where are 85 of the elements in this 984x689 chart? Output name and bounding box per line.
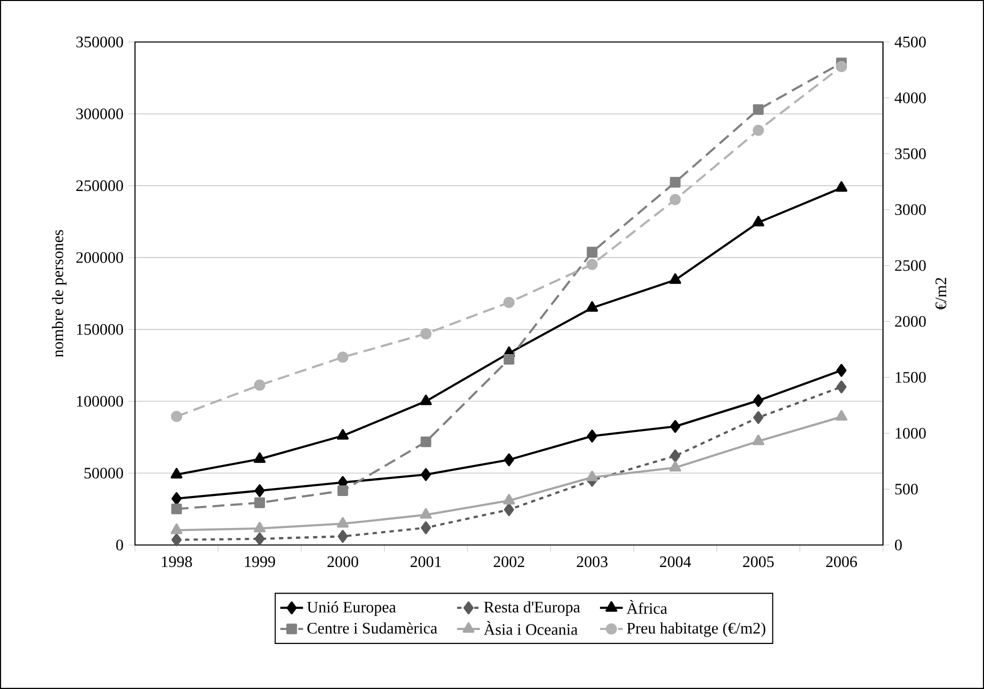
y2-tick-label: 1000 — [896, 428, 926, 439]
point — [836, 60, 848, 72]
point — [420, 468, 431, 481]
y-axis-title: nombre de persones — [52, 230, 66, 358]
point — [752, 216, 764, 226]
x-tick-label: 2003 — [576, 556, 608, 568]
y-tick-label: 200000 — [76, 252, 124, 263]
point — [670, 420, 680, 433]
x-tick-label: 1998 — [162, 556, 192, 568]
y-tick-label: 0 — [116, 540, 124, 550]
point — [170, 468, 182, 478]
point — [171, 492, 182, 505]
point — [420, 521, 431, 534]
point — [336, 429, 349, 440]
point — [586, 301, 598, 312]
legend-label: Àfrica — [626, 600, 668, 614]
y2-tick-label: 4000 — [894, 92, 926, 104]
point — [752, 124, 764, 136]
point — [836, 380, 847, 394]
y-tick-label: 350000 — [76, 36, 124, 48]
point — [586, 246, 598, 258]
legend-label: Centre i Sudamèrica — [307, 622, 438, 634]
point — [337, 352, 348, 363]
point — [504, 453, 514, 466]
x-tick-label: 2005 — [743, 556, 774, 568]
y2-tick-label: 500 — [895, 484, 918, 494]
y2-tick-label: 4500 — [894, 36, 926, 48]
y-tick-label: 50000 — [84, 468, 124, 479]
point — [420, 508, 432, 519]
point — [836, 181, 848, 192]
point — [171, 533, 182, 546]
point — [254, 484, 265, 498]
y2-tick-label: 2000 — [895, 316, 926, 327]
x-tick-label: 2000 — [327, 556, 358, 568]
y2-tick-label: 0 — [894, 540, 902, 550]
point — [420, 436, 432, 448]
point — [337, 485, 348, 496]
x-tick-label: 2004 — [660, 556, 691, 568]
point — [670, 449, 680, 462]
y2-tick-label: 1500 — [896, 372, 926, 383]
point — [254, 452, 266, 463]
point — [254, 522, 266, 532]
legend-label: Resta d'Europa — [484, 601, 580, 616]
point — [836, 410, 848, 421]
point — [587, 430, 598, 442]
point — [503, 494, 515, 504]
point — [503, 296, 515, 308]
point — [170, 524, 182, 534]
point — [753, 411, 764, 424]
y2-tick-label: 2500 — [895, 260, 926, 271]
point — [669, 273, 682, 284]
point — [254, 497, 266, 508]
legend-label: Àsia i Oceania — [484, 621, 578, 635]
point — [752, 104, 764, 115]
point — [170, 410, 182, 422]
x-tick-label: 2002 — [494, 556, 524, 568]
y2-tick-label: 3500 — [895, 148, 926, 160]
point — [586, 258, 598, 270]
y-tick-label: 300000 — [76, 108, 124, 120]
point — [669, 461, 682, 472]
x-tick-label: 1999 — [245, 556, 276, 568]
point — [753, 394, 764, 407]
point — [171, 504, 182, 514]
point — [254, 532, 265, 546]
point — [504, 503, 514, 516]
point — [586, 470, 598, 482]
legend-label: Unió Europea — [307, 601, 396, 616]
y-tick-label: 150000 — [77, 324, 124, 335]
point — [836, 364, 847, 377]
y-tick-label: 100000 — [77, 396, 124, 407]
y2-axis-title: €/m2 — [936, 278, 946, 310]
point — [504, 354, 514, 365]
point — [670, 176, 681, 188]
point — [420, 394, 432, 406]
point — [670, 194, 681, 206]
point — [420, 328, 432, 340]
y2-tick-label: 3000 — [895, 204, 926, 216]
point — [338, 530, 348, 543]
x-tick-label: 2001 — [410, 556, 441, 568]
y-tick-label: 250000 — [76, 180, 124, 192]
point — [254, 380, 266, 391]
point — [752, 434, 764, 446]
point — [336, 517, 349, 528]
legend-label: Preu habitatge (€/m2) — [626, 622, 766, 637]
x-tick-label: 2006 — [826, 556, 857, 568]
